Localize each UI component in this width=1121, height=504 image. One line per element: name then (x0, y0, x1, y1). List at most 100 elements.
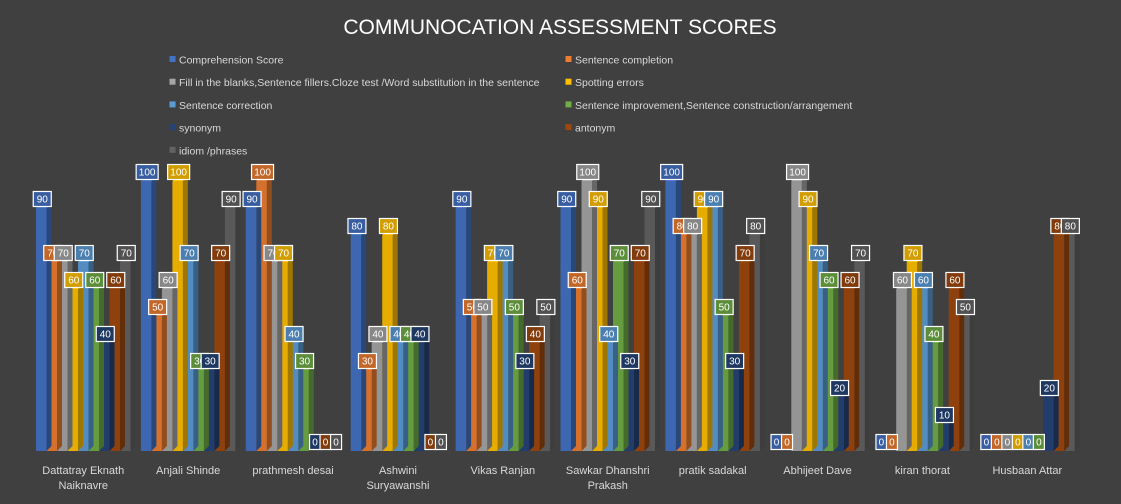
data-label: 60 (897, 276, 909, 287)
data-label-box (780, 433, 794, 451)
bar-side (634, 365, 639, 451)
data-label-box (913, 271, 934, 289)
bar-side (382, 338, 388, 451)
bar (613, 262, 624, 451)
bar (644, 208, 655, 451)
data-label: 60 (163, 276, 175, 287)
data-label-box (576, 163, 600, 181)
data-label: 70 (215, 249, 227, 260)
data-label-box (725, 352, 745, 370)
bar (749, 235, 760, 451)
data-label: 70 (278, 249, 290, 260)
bar (812, 262, 823, 451)
legend-swatch-4 (169, 101, 176, 108)
data-label: 80 (750, 222, 762, 233)
bar (948, 289, 960, 451)
bar (78, 262, 89, 451)
bar (476, 316, 488, 451)
data-label: 50 (152, 303, 164, 314)
data-label: 20 (834, 384, 846, 395)
bar (959, 316, 970, 451)
data-label: 50 (477, 303, 489, 314)
legend-entry-3: Spotting errors (575, 77, 644, 89)
category-label: Ashwini (379, 465, 417, 477)
bar (728, 370, 739, 451)
data-label-box (135, 163, 159, 181)
data-label: 70 (498, 249, 510, 260)
bar (455, 208, 467, 451)
bar (193, 370, 204, 451)
data-label: 30 (729, 357, 741, 368)
data-label: 30 (362, 357, 374, 368)
data-label-box (473, 298, 493, 316)
data-label: 70 (47, 249, 59, 260)
data-label: 90 (226, 195, 238, 206)
bar-side (822, 257, 828, 451)
data-label-box (116, 244, 136, 262)
bar-side (529, 365, 535, 451)
legend-entry-5: Sentence improvement,Sentence constructi… (575, 100, 852, 112)
bar (927, 343, 939, 451)
bar (822, 289, 834, 451)
data-label-box (53, 244, 73, 262)
data-label: 0 (774, 438, 780, 449)
data-label: 0 (438, 438, 444, 449)
data-label-box (211, 244, 231, 262)
bar-side (833, 284, 839, 451)
bar (581, 181, 592, 451)
bar (518, 370, 530, 451)
data-label-box (840, 271, 860, 289)
data-label-box (955, 298, 976, 316)
data-label-box (1039, 379, 1059, 397)
data-label: 0 (333, 438, 339, 449)
data-label: 90 (645, 195, 657, 206)
legend-entry-6: synonym (179, 123, 221, 135)
data-label: 80 (1065, 222, 1077, 233)
bar (571, 289, 582, 451)
data-label: 80 (383, 222, 395, 233)
bar (392, 343, 404, 451)
bar-side (550, 311, 556, 451)
data-label: 30 (205, 357, 217, 368)
bar-side (57, 257, 62, 451)
bar-side (864, 257, 870, 451)
data-label: 50 (719, 303, 731, 314)
bar (906, 262, 918, 451)
bar (696, 208, 708, 451)
bar-side (675, 176, 681, 451)
data-label: 80 (351, 222, 363, 233)
data-label: 50 (509, 303, 521, 314)
category-label: Husbaan Attar (992, 465, 1062, 477)
data-label-box (785, 163, 810, 181)
data-label: 0 (889, 438, 895, 449)
data-label-box (850, 244, 871, 262)
bar (224, 208, 236, 451)
bar (665, 181, 676, 451)
data-label-box (294, 352, 315, 370)
data-label: 70 (635, 249, 647, 260)
data-label: 70 (58, 249, 70, 260)
bar-side (812, 203, 818, 451)
bar-side (476, 311, 482, 451)
data-label: 100 (663, 168, 680, 179)
data-label: 10 (939, 411, 951, 422)
bar-side (224, 257, 230, 451)
bar (1043, 397, 1054, 451)
bar-side (843, 392, 849, 451)
data-label-box (74, 244, 94, 262)
data-label-box (609, 244, 629, 262)
bar-side (46, 203, 52, 451)
bar (854, 262, 865, 451)
data-label: 70 (184, 249, 196, 260)
data-label-box (735, 244, 755, 262)
data-label-box (515, 352, 535, 370)
data-label: 60 (918, 276, 930, 287)
bar (371, 343, 383, 451)
data-label: 70 (614, 249, 626, 260)
data-label-box (903, 244, 923, 262)
legend-entry-8: idiom /phrases (179, 145, 247, 157)
bar (466, 316, 477, 451)
bar (109, 289, 120, 451)
data-label: 60 (89, 276, 101, 287)
